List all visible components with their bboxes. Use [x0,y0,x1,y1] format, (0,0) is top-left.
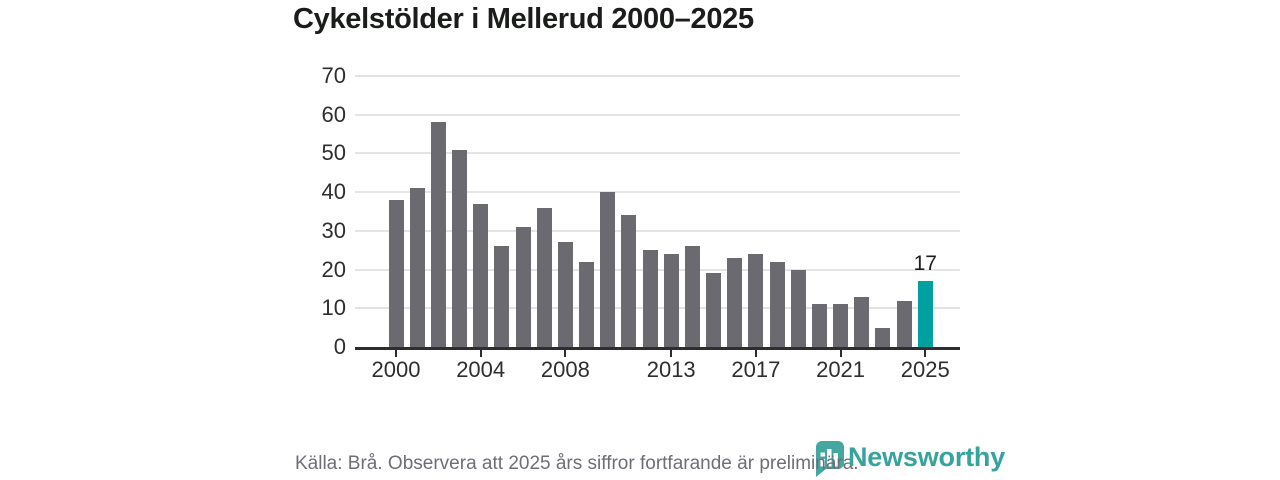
x-axis-tick-2017 [754,350,757,357]
bar-2009 [579,261,595,347]
newsworthy-logo-icon [816,441,844,477]
x-axis-label-2025: 2025 [900,357,950,382]
bar-2008 [557,242,573,347]
chart-title: Cykelstölder i Mellerud 2000–2025 [293,3,754,35]
x-axis-label-2008: 2008 [540,357,590,382]
x-axis-label-2000: 2000 [371,357,421,382]
x-axis-tick-2013 [670,350,673,357]
bar-2004 [473,203,489,347]
bar-value-label: 17 [913,252,937,275]
bar-2011 [621,215,637,347]
bar-2007 [536,207,552,347]
x-axis-label-2004: 2004 [456,357,506,382]
y-axis-label-20: 20 [321,256,346,282]
x-axis-label-2021: 2021 [816,357,866,382]
y-axis-label-30: 30 [321,217,346,243]
bar-2014 [684,246,700,347]
bar-2024 [896,300,912,347]
bar-2023 [875,327,891,347]
gridline-70 [355,75,960,77]
bar-2001 [409,188,425,347]
bar-2005 [494,246,510,347]
bar-2018 [769,261,785,347]
gridline-50 [355,152,960,155]
y-axis-label-70: 70 [321,63,346,88]
x-axis-tick-2000 [395,350,397,357]
bar-2025 [917,281,933,347]
bar-2020 [811,304,827,347]
plot-area [355,75,960,350]
x-axis-tick-2008 [564,350,567,357]
x-axis-label-2013: 2013 [646,357,696,382]
x-axis-tick-2004 [479,350,482,357]
bar-2015 [706,273,722,347]
bar-2017 [748,254,764,347]
bar-2010 [600,192,616,347]
y-axis-label-40: 40 [321,179,346,205]
y-axis-label-50: 50 [321,140,346,166]
bar-2000 [388,199,404,347]
bar-2019 [790,269,806,347]
bar-2022 [854,296,870,347]
gridline-30 [355,229,960,232]
bar-2012 [642,250,658,347]
bar-2013 [663,254,679,347]
y-axis-label-60: 60 [321,101,346,127]
y-axis-label-0: 0 [333,334,346,359]
newsworthy-logo-text: Newsworthy [848,442,1006,472]
x-axis-label-2017: 2017 [731,357,781,382]
bar-2003 [452,149,467,347]
bar-2006 [515,227,531,347]
bar-2021 [833,304,849,347]
x-axis-tick-2021 [839,350,842,357]
x-axis-tick-2025 [924,350,927,357]
bar-2002 [430,122,446,347]
gridline-60 [355,113,960,116]
bar-2016 [727,257,743,347]
y-axis-label-10: 10 [321,295,346,321]
gridline-40 [355,191,960,194]
source-note: Källa: Brå. Observera att 2025 års siffr… [295,453,859,474]
